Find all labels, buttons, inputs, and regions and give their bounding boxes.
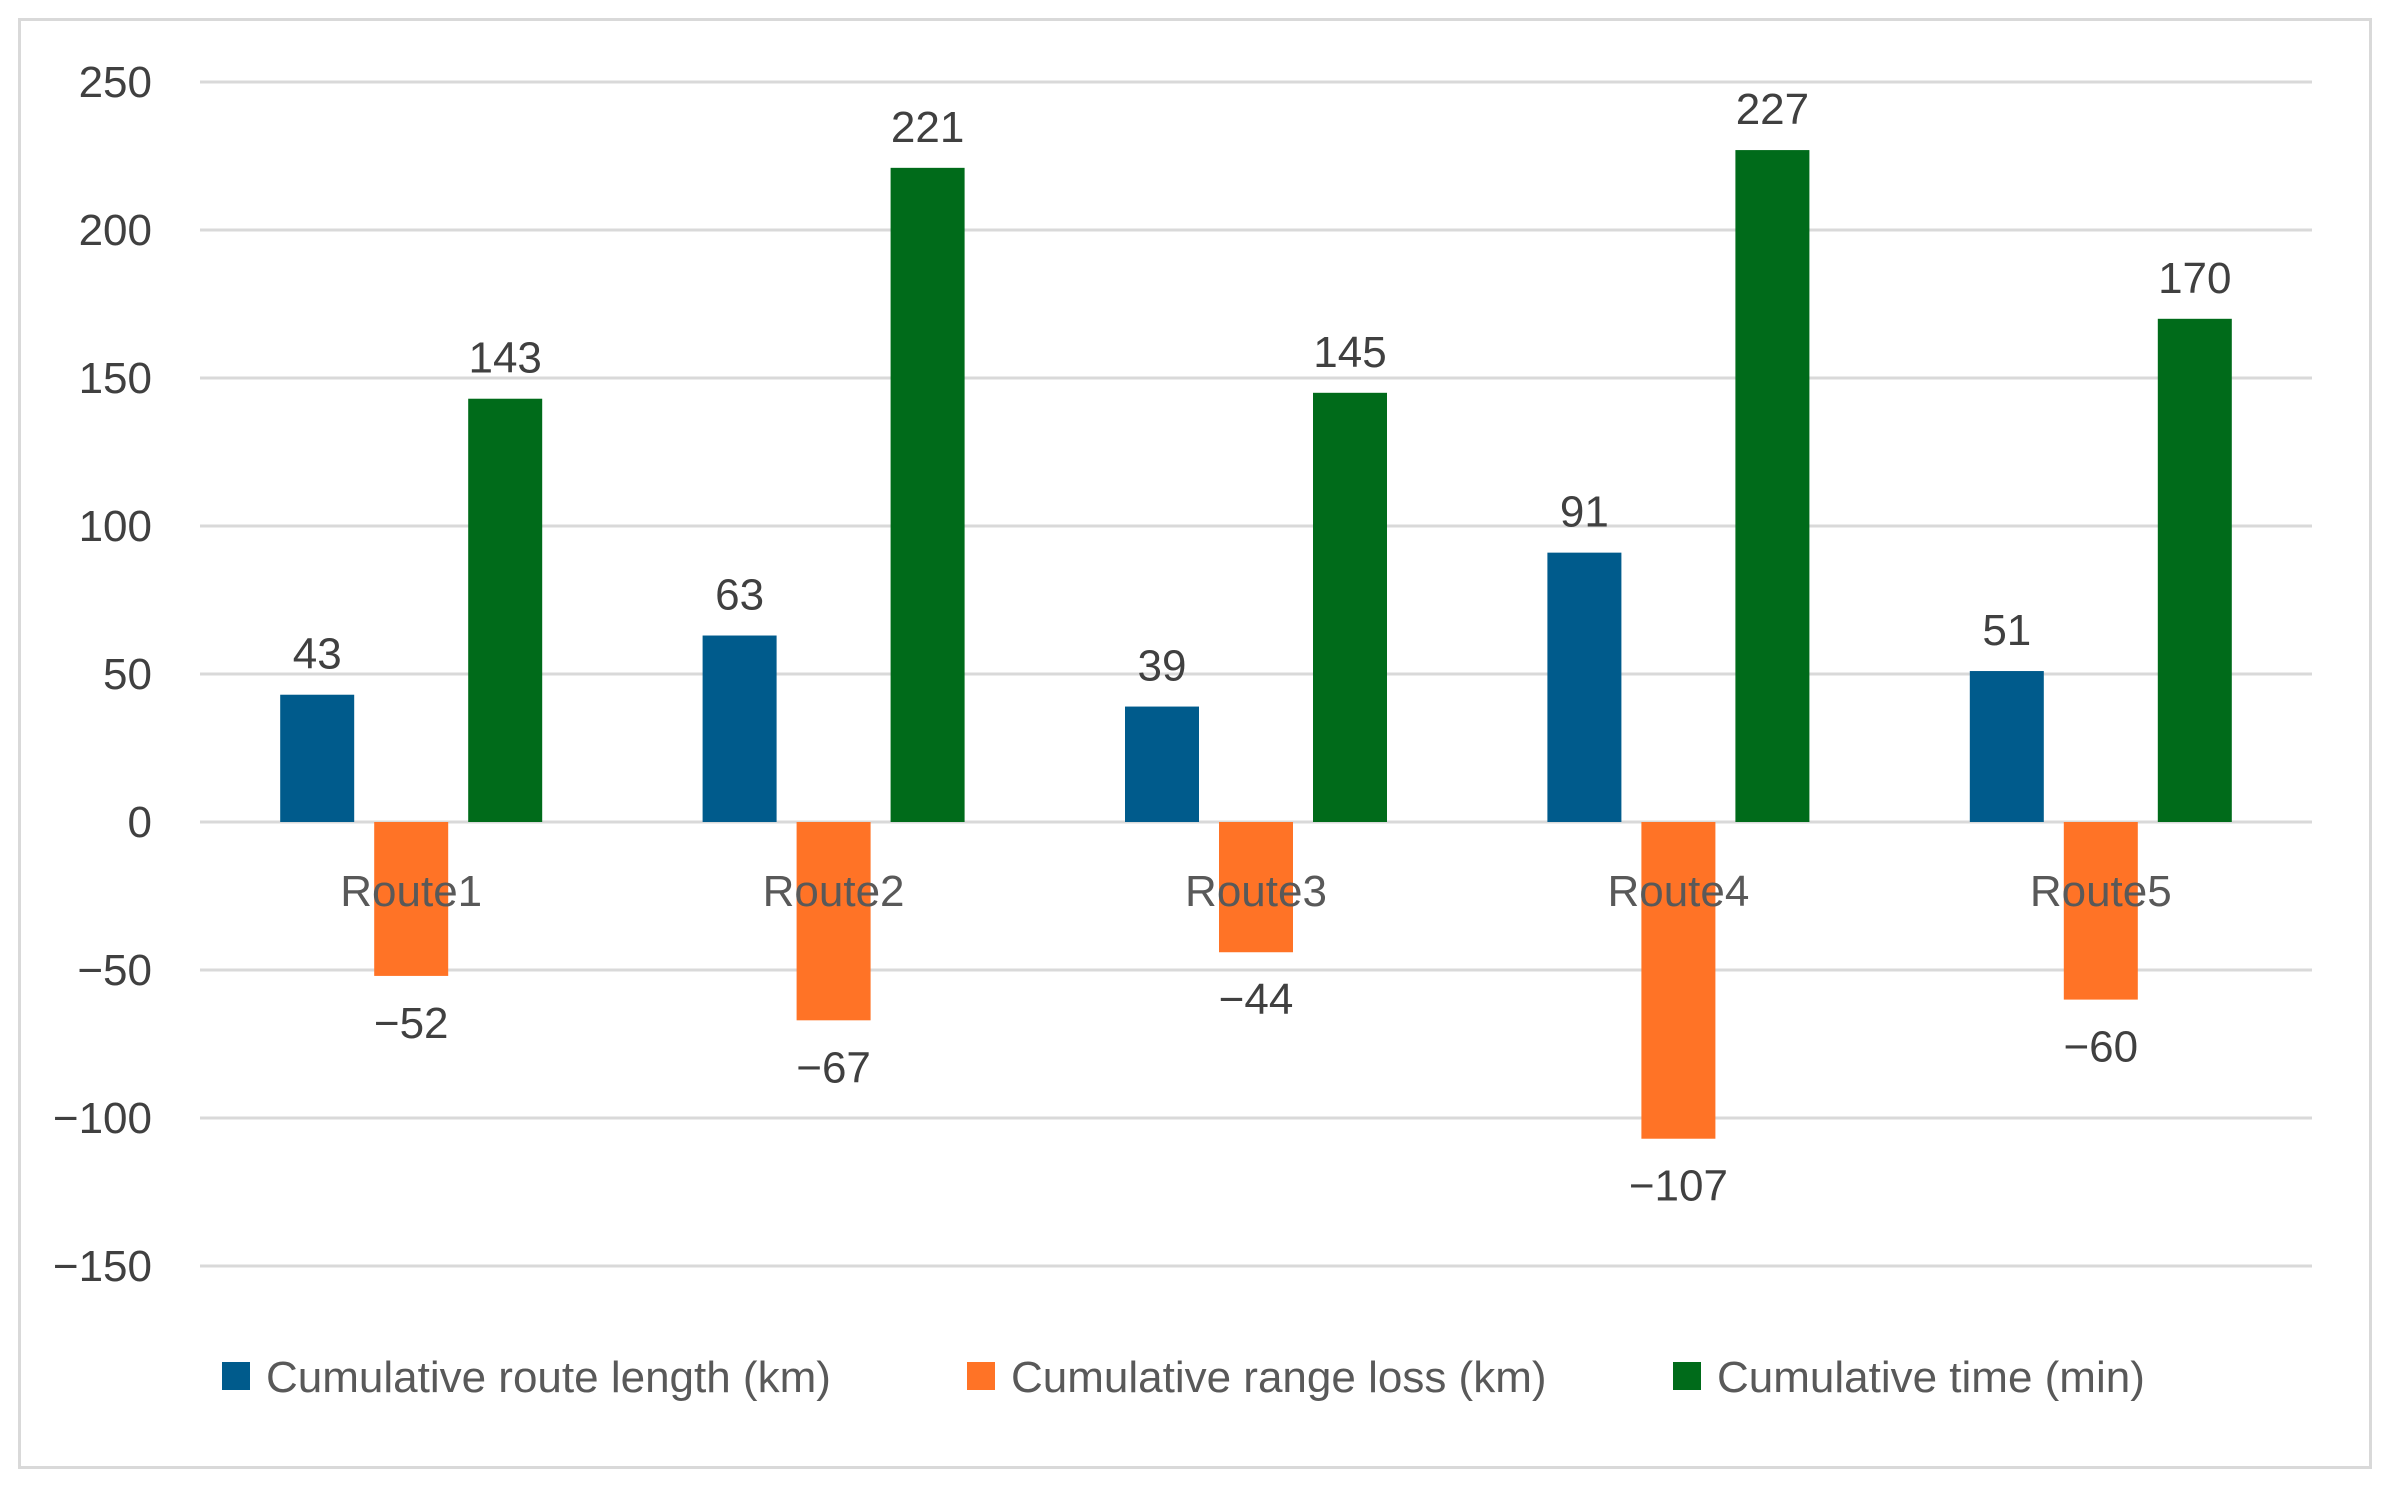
y-tick-label: −100 — [53, 1094, 152, 1143]
bar-series3-route1 — [468, 398, 543, 822]
y-tick-label: 50 — [103, 650, 152, 699]
bar-series2-route2 — [796, 822, 871, 1021]
data-label-series1-route2: 63 — [715, 571, 764, 620]
data-label-series3-route4: 227 — [1736, 85, 1809, 134]
data-label-series2-route5: −60 — [2063, 1023, 2138, 1072]
legend-label-2: Cumulative range loss (km) — [1011, 1353, 1547, 1402]
data-label-series2-route1: −52 — [374, 999, 449, 1048]
legend-label-3: Cumulative time (min) — [1717, 1353, 2145, 1402]
y-tick-label: −150 — [53, 1242, 152, 1291]
data-labels: 43 −52 143 63 −67 221 39 −44 145 91 −107 227 51 −60 17… — [293, 85, 2232, 1211]
bar-series3-route3 — [1313, 392, 1387, 822]
bar-series1-route5 — [1969, 671, 2044, 822]
legend-label-1: Cumulative route length (km) — [266, 1353, 831, 1402]
bar-series3-route2 — [890, 167, 965, 823]
data-label-series2-route2: −67 — [796, 1043, 871, 1092]
bar-series3-route4 — [1735, 150, 1810, 822]
category-label-route1: Route1 — [340, 867, 482, 916]
legend-swatch-2 — [967, 1362, 995, 1390]
bar-series1-route1 — [280, 694, 355, 822]
data-label-series3-route5: 170 — [2158, 254, 2231, 303]
data-label-series1-route5: 51 — [1982, 606, 2031, 655]
category-label-route5: Route5 — [2030, 867, 2172, 916]
data-label-series3-route1: 143 — [468, 334, 541, 383]
y-tick-label: −50 — [77, 946, 152, 995]
data-label-series1-route3: 39 — [1138, 642, 1187, 691]
legend-swatch-3 — [1673, 1362, 1701, 1390]
bar-series1-route2 — [702, 635, 777, 822]
y-tick-label: 200 — [79, 206, 152, 255]
bar-series2-route5 — [2063, 822, 2138, 1000]
data-label-series3-route3: 145 — [1313, 328, 1386, 377]
bar-series2-route3 — [1219, 822, 1293, 953]
category-label-route3: Route3 — [1185, 867, 1327, 916]
bar-series3-route5 — [2157, 318, 2232, 822]
bar-series2-route4 — [1641, 822, 1716, 1139]
data-label-series1-route1: 43 — [293, 630, 342, 679]
data-label-series2-route3: −44 — [1219, 975, 1294, 1024]
bar-series1-route3 — [1125, 706, 1199, 822]
bars — [280, 150, 2232, 1139]
y-tick-label: 0 — [128, 798, 152, 847]
bar-series1-route4 — [1547, 552, 1622, 822]
category-label-route4: Route4 — [1607, 867, 1749, 916]
category-labels: Route1 Route2 Route3 Route4 Route5 — [340, 867, 2171, 916]
legend-swatch-1 — [222, 1362, 250, 1390]
y-tick-label: 250 — [79, 58, 152, 107]
data-label-series1-route4: 91 — [1560, 488, 1609, 537]
data-label-series2-route4: −107 — [1629, 1162, 1728, 1211]
y-tick-label: 100 — [79, 502, 152, 551]
y-tick-label: 150 — [79, 354, 152, 403]
category-label-route2: Route2 — [763, 867, 905, 916]
y-axis-ticks: 250 200 150 100 50 0 −50 −100 −150 — [53, 58, 152, 1291]
legend: Cumulative route length (km) Cumulative r… — [222, 1353, 2145, 1402]
bar-series2-route1 — [374, 822, 449, 976]
data-label-series3-route2: 221 — [891, 103, 964, 152]
